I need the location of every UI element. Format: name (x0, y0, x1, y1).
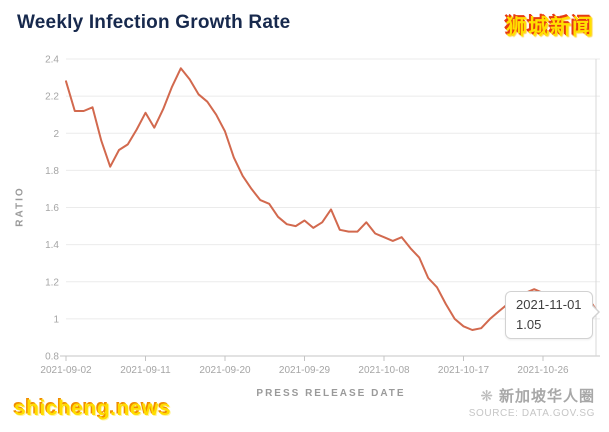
watermark-shicheng: shicheng.news (14, 397, 172, 420)
brand-logo-text: 狮城新闻 (506, 16, 594, 39)
y-tick-label: 2.2 (45, 92, 59, 103)
y-tick-label: 1 (53, 314, 59, 325)
y-tick-label: 1.2 (45, 277, 59, 288)
hover-tooltip: 2021-11-01 1.05 (505, 291, 600, 339)
x-tick-label: 2021-09-20 (199, 365, 251, 376)
watermark-right: ❋ 新加坡华人圈 SOURCE: DATA.GOV.SG (468, 385, 595, 420)
tooltip-date: 2021-11-01 (516, 297, 582, 312)
y-tick-label: 0.8 (45, 352, 59, 363)
x-tick-label: 2021-09-02 (40, 365, 92, 376)
y-axis-title: RATIO (14, 186, 26, 227)
y-tick-label: 1.6 (45, 203, 59, 214)
y-tick-label: 1.8 (45, 166, 59, 177)
source-credit: SOURCE: DATA.GOV.SG (468, 408, 595, 419)
y-tick-label: 2 (53, 129, 59, 140)
watermark-brand-text: 新加坡华人圈 (498, 388, 595, 405)
flower-star-icon: ❋ (480, 387, 494, 405)
x-tick-label: 2021-10-26 (517, 365, 569, 376)
x-tick-label: 2021-09-11 (120, 365, 171, 376)
page-title: Weekly Infection Growth Rate (17, 12, 291, 33)
tooltip-value: 1.05 (516, 317, 542, 332)
x-tick-label: 2021-10-08 (358, 365, 410, 376)
x-tick-label: 2021-10-17 (438, 365, 490, 376)
y-tick-label: 2.4 (45, 55, 59, 66)
y-tick-label: 1.4 (45, 240, 59, 251)
x-axis-title: PRESS RELEASE DATE (256, 388, 406, 399)
x-tick-label: 2021-09-29 (279, 365, 331, 376)
